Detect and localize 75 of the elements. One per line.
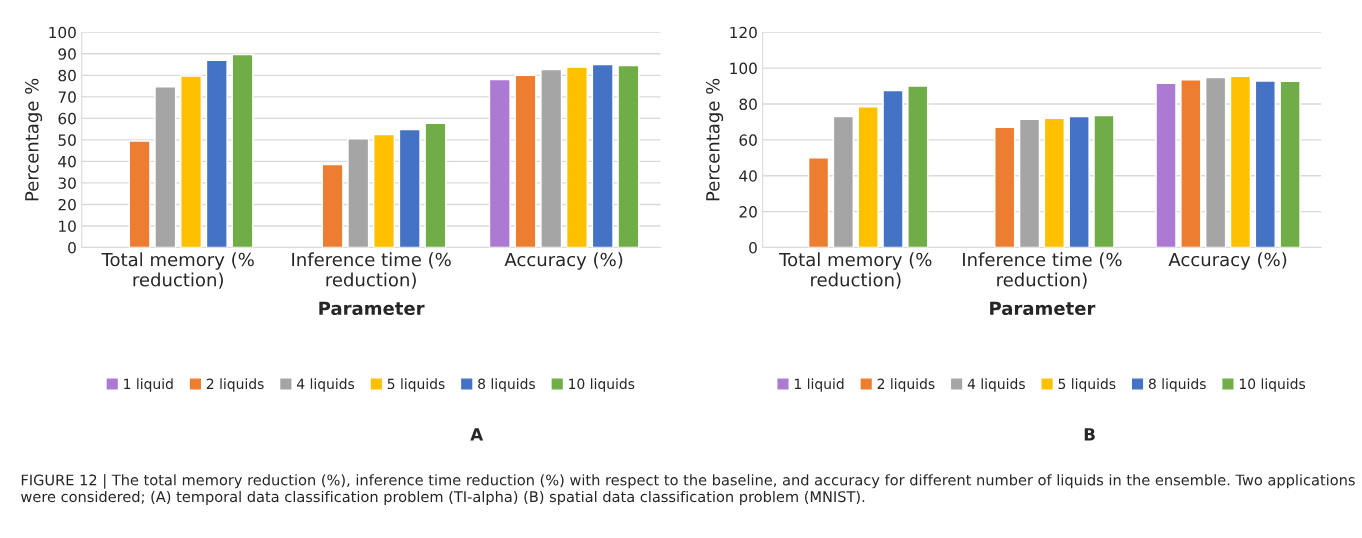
bar <box>347 138 370 248</box>
bar <box>617 64 640 248</box>
legend-label: 4 liquids <box>296 378 355 392</box>
y-axis-title: Percentage % <box>705 78 724 201</box>
bar <box>1018 118 1041 248</box>
legend-label: 5 liquids <box>387 378 445 392</box>
legend-label: 1 liquid <box>124 378 173 392</box>
y-tick-label: 70 <box>58 91 76 103</box>
legend-label: 10 liquids <box>569 378 635 392</box>
bar <box>231 53 254 248</box>
x-tick-label: Total memory (% reduction) <box>779 252 932 289</box>
legend-label: 8 liquids <box>1148 378 1206 392</box>
caption: FIGURE 12 | The total memory reduction (%), inference time reduction (%) with respect to the baseline, and accuracy for different number of liquids in the ensemble. Two applications were considered; (A) temporal data classification problem (TI-alpha) (B) spatial data classification problem (MNIST). <box>21 474 1355 506</box>
bar <box>128 140 151 248</box>
y-tick-label: 10 <box>59 220 76 232</box>
bar <box>1093 114 1115 248</box>
legend-label: 2 liquids <box>877 378 935 392</box>
y-tick-label: 40 <box>739 170 757 182</box>
legend-label: 5 liquids <box>1058 378 1116 392</box>
y-tick-label: 80 <box>739 98 757 111</box>
y-tick-label: 100 <box>49 26 76 39</box>
y-tick-label: 30 <box>58 177 76 189</box>
bar <box>591 63 614 248</box>
y-tick-label: 100 <box>730 62 757 75</box>
y-tick-label: 20 <box>739 206 757 218</box>
bar <box>882 89 904 248</box>
bar <box>180 75 203 248</box>
bar <box>1180 79 1202 248</box>
y-tick-label: 0 <box>749 241 757 254</box>
y-tick-label: 50 <box>58 134 76 146</box>
bar <box>807 157 830 248</box>
x-tick-label: Accuracy (%) <box>1168 252 1287 270</box>
legend-label: 4 liquids <box>967 378 1025 392</box>
x-tick-label: Inference time (% reduction) <box>292 252 451 289</box>
bar <box>907 85 929 248</box>
x-tick-label: Total memory (% reduction) <box>101 252 254 289</box>
x-axis-title: Parameter <box>990 301 1096 316</box>
y-tick-label: 60 <box>739 134 757 146</box>
bar <box>321 163 344 248</box>
x-tick-label: Inference time (% reduction) <box>963 252 1122 289</box>
legend-label: 1 liquid <box>794 378 844 392</box>
x-tick-label: Accuracy (%) <box>504 252 623 270</box>
y-tick-label: 90 <box>58 48 76 60</box>
y-axis-title: Percentage % <box>24 78 43 201</box>
legend-label: 2 liquids <box>206 378 264 392</box>
bar <box>1205 76 1227 248</box>
bar <box>1155 82 1177 248</box>
text: A <box>470 428 484 441</box>
bar <box>1068 115 1090 248</box>
bar <box>424 122 447 248</box>
bar <box>1254 80 1276 248</box>
bar <box>1279 80 1301 248</box>
bar <box>565 66 588 248</box>
bar <box>857 106 879 248</box>
bar <box>398 128 421 248</box>
legend-label: 10 liquids <box>1239 378 1306 392</box>
y-tick-label: 120 <box>730 26 757 39</box>
bar <box>540 68 563 248</box>
bar <box>488 78 511 248</box>
text: B <box>1084 428 1095 441</box>
y-tick-label: 20 <box>58 198 76 211</box>
bar <box>1043 117 1065 248</box>
bar <box>514 74 537 248</box>
bar <box>994 126 1016 248</box>
bar <box>832 115 855 248</box>
y-tick-label: 60 <box>58 112 76 125</box>
x-axis-title: Parameter <box>319 301 425 316</box>
y-tick-label: 0 <box>68 241 76 254</box>
legend-label: 8 liquids <box>478 378 535 392</box>
y-tick-label: 40 <box>58 155 76 168</box>
y-tick-label: 80 <box>58 69 76 82</box>
bar <box>205 59 228 248</box>
bar <box>373 133 395 248</box>
bar <box>154 86 177 248</box>
bar <box>1229 75 1252 248</box>
